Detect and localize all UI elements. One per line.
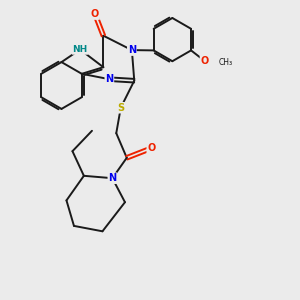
Text: S: S <box>117 103 124 113</box>
Text: O: O <box>147 143 155 153</box>
Text: O: O <box>91 9 99 19</box>
Text: CH₃: CH₃ <box>219 58 233 67</box>
Text: N: N <box>105 74 113 84</box>
Text: N: N <box>108 173 116 183</box>
Text: NH: NH <box>73 45 88 54</box>
Text: O: O <box>200 56 209 66</box>
Text: N: N <box>128 45 136 55</box>
